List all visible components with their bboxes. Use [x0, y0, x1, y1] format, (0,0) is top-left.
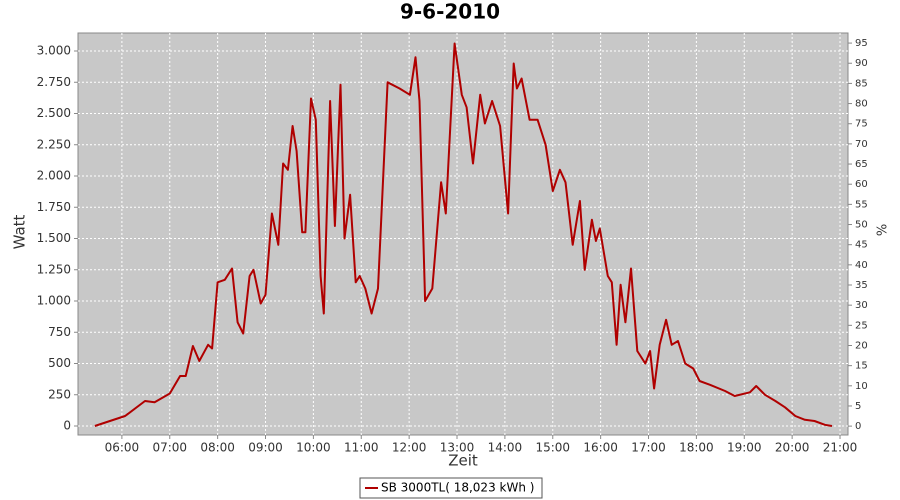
- y-tick-label: 1.500: [37, 231, 71, 245]
- y2-tick-label: 0: [855, 421, 861, 432]
- x-tick-label: 19:00: [727, 441, 762, 455]
- y2-tick-label: 80: [855, 99, 868, 110]
- y2-tick-label: 70: [855, 139, 868, 150]
- y-tick-label: 250: [48, 387, 71, 401]
- y2-tick-label: 30: [855, 300, 868, 311]
- y2-tick-label: 60: [855, 179, 868, 190]
- y2-tick-label: 95: [855, 38, 868, 49]
- y2-tick-label: 40: [855, 260, 868, 271]
- x-tick-label: 09:00: [248, 441, 283, 455]
- y2-tick-label: 35: [855, 280, 868, 291]
- plot-area: [77, 32, 849, 436]
- y-tick-label: 2.000: [37, 169, 71, 183]
- x-tick-label: 06:00: [105, 441, 140, 455]
- y2-tick-label: 85: [855, 78, 868, 89]
- chart-title: 9-6-2010: [400, 0, 500, 24]
- y2-tick-label: 15: [855, 361, 868, 372]
- y2-tick-label: 55: [855, 199, 868, 210]
- y2-axis-label: %: [876, 224, 891, 236]
- y2-tick-label: 25: [855, 320, 868, 331]
- y2-tick-label: 20: [855, 340, 868, 351]
- x-tick-label: 07:00: [152, 441, 187, 455]
- x-axis-label: Zeit: [448, 452, 478, 470]
- y-axis-label: Watt: [11, 214, 29, 249]
- x-tick-label: 12:00: [392, 441, 427, 455]
- x-tick-label: 10:00: [296, 441, 331, 455]
- y2-tick-label: 5: [855, 401, 861, 412]
- x-tick-label: 08:00: [200, 441, 235, 455]
- y-tick-label: 1.000: [37, 294, 71, 308]
- x-tick-label: 13:00: [440, 441, 475, 455]
- y-tick-label: 1.750: [37, 200, 71, 214]
- y-tick-label: 0: [63, 419, 71, 433]
- x-tick-label: 18:00: [679, 441, 714, 455]
- x-tick-label: 16:00: [583, 441, 618, 455]
- y-tick-label: 1.250: [37, 262, 71, 276]
- y-tick-label: 2.750: [37, 75, 71, 89]
- y-tick-label: 2.250: [37, 137, 71, 151]
- x-tick-label: 14:00: [488, 441, 523, 455]
- y2-tick-label: 50: [855, 220, 868, 231]
- y2-tick-label: 90: [855, 58, 868, 69]
- x-tick-label: 11:00: [344, 441, 379, 455]
- y-tick-label: 3.000: [37, 44, 71, 58]
- data-line: [94, 42, 833, 427]
- x-tick-label: 20:00: [775, 441, 810, 455]
- y2-tick-label: 45: [855, 240, 868, 251]
- y2-tick-label: 10: [855, 381, 868, 392]
- legend: SB 3000TL( 18,023 kWh ): [359, 477, 543, 499]
- legend-box: [359, 477, 543, 499]
- y-tick-label: 2.500: [37, 106, 71, 120]
- x-tick-label: 21:00: [823, 441, 858, 455]
- y-tick-label: 750: [48, 325, 71, 339]
- x-tick-label: 15:00: [535, 441, 570, 455]
- legend-label: SB 3000TL( 18,023 kWh ): [381, 481, 534, 495]
- y2-tick-label: 65: [855, 159, 868, 170]
- y2-tick-label: 75: [855, 119, 868, 130]
- y-tick-label: 500: [48, 356, 71, 370]
- x-tick-label: 17:00: [631, 441, 666, 455]
